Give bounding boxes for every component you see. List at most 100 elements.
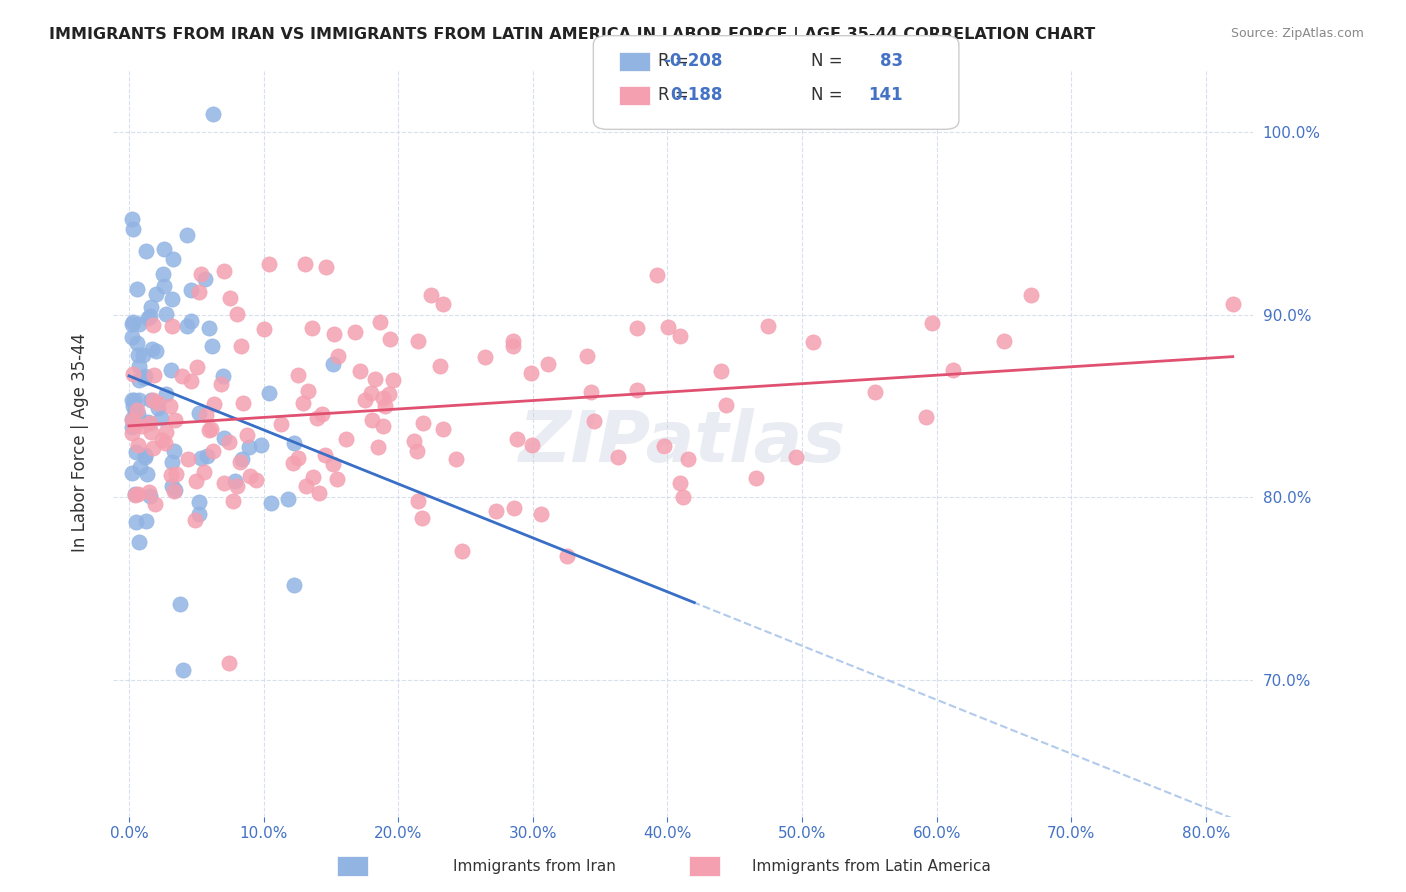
Latin [367, 441, 389, 455]
Latin [657, 320, 679, 334]
Latin [429, 359, 451, 373]
Latin [257, 257, 280, 271]
Latin [139, 416, 162, 430]
Latin [190, 267, 212, 281]
Iran [238, 440, 260, 454]
Latin [485, 503, 508, 517]
Latin [914, 410, 936, 425]
Iran [124, 404, 146, 418]
Latin [307, 411, 329, 425]
Latin [121, 412, 143, 426]
Latin [406, 443, 429, 458]
Latin [502, 338, 524, 352]
Iran [134, 450, 156, 465]
Iran [152, 267, 174, 281]
Iran [283, 578, 305, 592]
Latin [381, 373, 404, 387]
Iran [136, 415, 159, 429]
Latin [710, 364, 733, 378]
Iran [145, 343, 167, 358]
Latin [714, 398, 737, 412]
Latin [229, 455, 252, 469]
Iran [135, 467, 157, 481]
Latin [139, 425, 162, 439]
Text: 141: 141 [868, 86, 903, 103]
Latin [326, 472, 349, 486]
Latin [301, 469, 323, 483]
Iran [124, 487, 146, 501]
Latin [315, 260, 337, 274]
Latin [183, 513, 205, 527]
Iran [139, 300, 162, 314]
Iran [139, 309, 162, 323]
Latin [186, 360, 208, 375]
Iran [132, 371, 155, 385]
Latin [212, 476, 235, 491]
Iran [128, 373, 150, 387]
Iran [121, 419, 143, 434]
Latin [125, 403, 148, 417]
Iran [150, 410, 173, 425]
Latin [626, 383, 648, 397]
Iran [139, 490, 162, 504]
Latin [214, 264, 236, 278]
Iran [121, 467, 143, 481]
Iran [134, 369, 156, 384]
Latin [502, 334, 524, 349]
Latin [314, 448, 336, 462]
Latin [222, 494, 245, 508]
Latin [503, 500, 526, 515]
Latin [124, 488, 146, 502]
Latin [626, 321, 648, 335]
Latin [287, 451, 309, 466]
Latin [349, 364, 371, 378]
Iran [212, 431, 235, 445]
Latin [582, 414, 605, 428]
Latin [450, 544, 472, 558]
Iran [202, 107, 225, 121]
Iran [187, 495, 209, 509]
Latin [121, 367, 143, 381]
Iran [121, 221, 143, 235]
Latin [160, 467, 183, 482]
Text: N =: N = [811, 86, 842, 103]
Latin [520, 438, 543, 452]
Iran [190, 451, 212, 466]
Iran [127, 349, 149, 363]
Latin [474, 350, 496, 364]
Iran [128, 393, 150, 408]
Latin [131, 419, 153, 434]
Latin [127, 487, 149, 501]
Iran [129, 460, 152, 475]
Latin [801, 335, 824, 350]
Latin [672, 490, 695, 504]
Latin [506, 432, 529, 446]
Latin [148, 395, 170, 409]
Iran [162, 292, 184, 306]
Iran [172, 663, 194, 677]
Latin [226, 307, 249, 321]
Iran [121, 211, 143, 226]
Latin [200, 422, 222, 436]
Latin [245, 473, 267, 487]
Iran [141, 342, 163, 356]
Text: Immigrants from Latin America: Immigrants from Latin America [752, 859, 991, 874]
Iran [153, 279, 176, 293]
Iran [139, 392, 162, 407]
Iran [176, 319, 198, 334]
Latin [432, 422, 454, 436]
Latin [232, 396, 254, 410]
Latin [155, 425, 177, 440]
Latin [180, 374, 202, 388]
Latin [226, 479, 249, 493]
Iran [128, 317, 150, 331]
Latin [756, 319, 779, 334]
Latin [354, 392, 377, 407]
Latin [993, 334, 1015, 349]
Latin [322, 327, 344, 342]
Latin [163, 483, 186, 498]
Latin [165, 467, 187, 481]
Text: IMMIGRANTS FROM IRAN VS IMMIGRANTS FROM LATIN AMERICA IN LABOR FORCE | AGE 35-44: IMMIGRANTS FROM IRAN VS IMMIGRANTS FROM … [49, 27, 1095, 43]
Iran [121, 400, 143, 414]
Iran [122, 392, 145, 407]
